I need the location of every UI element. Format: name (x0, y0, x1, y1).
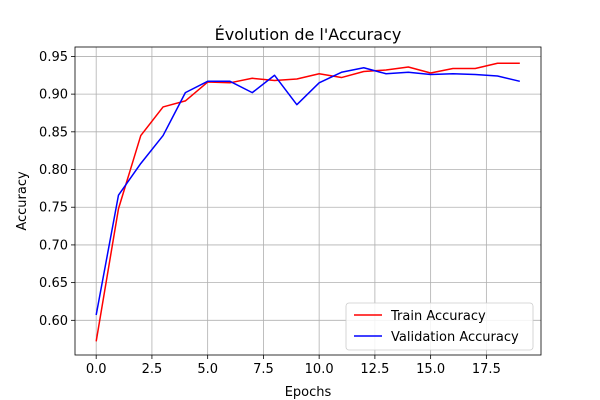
axis-ticks: 0.0 2.5 5.0 7.5 10.0 12.5 15.0 17.5 0.60 0.65 0.70… (39, 50, 501, 377)
x-tick-label: 7.5 (253, 362, 274, 377)
y-tick-label: 0.85 (39, 125, 68, 140)
x-tick-label: 12.5 (360, 362, 389, 377)
y-tick-label: 0.60 (39, 314, 68, 329)
y-tick-label: 0.95 (39, 50, 68, 65)
x-tick-label: 17.5 (472, 362, 501, 377)
series-lines (95, 62, 520, 342)
validation-accuracy-line (95, 66, 520, 316)
legend: Train Accuracy Validation Accuracy (345, 302, 534, 351)
legend-label-train: Train Accuracy (390, 309, 486, 324)
x-axis-label: Epochs (285, 385, 332, 400)
legend-label-validation: Validation Accuracy (391, 330, 519, 345)
y-tick-label: 0.70 (39, 238, 68, 253)
y-tick-label: 0.90 (39, 88, 68, 103)
legend-box (345, 302, 534, 351)
x-tick-label: 0.0 (86, 362, 107, 377)
x-tick-label: 15.0 (416, 362, 445, 377)
x-tick-label: 10.0 (305, 362, 334, 377)
x-tick-label: 2.5 (142, 362, 163, 377)
y-tick-label: 0.75 (39, 201, 68, 216)
train-accuracy-line (95, 62, 520, 342)
chart-title: Évolution de l'Accuracy (215, 25, 402, 44)
y-tick-label: 0.80 (39, 163, 68, 178)
y-axis-label: Accuracy (15, 171, 30, 231)
plot-frame (74, 46, 542, 356)
y-tick-label: 0.65 (39, 276, 68, 291)
x-tick-label: 5.0 (197, 362, 218, 377)
